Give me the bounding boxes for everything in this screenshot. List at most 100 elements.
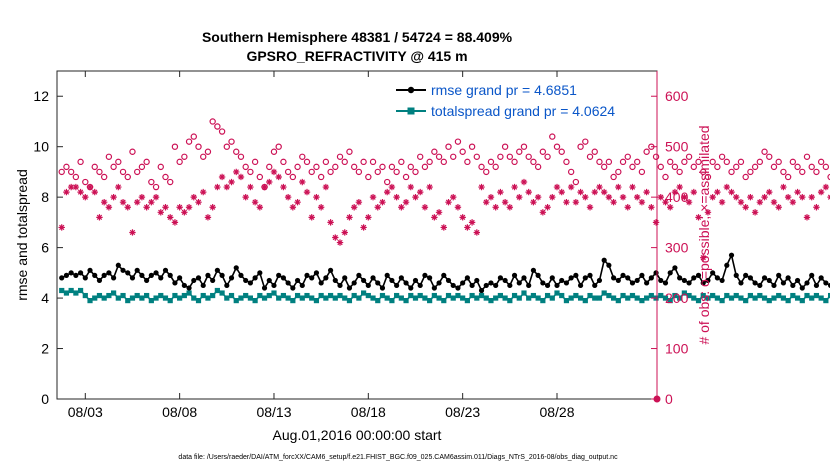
assimilated-point — [275, 173, 282, 181]
rmse-point — [134, 267, 140, 273]
possible-point — [553, 143, 561, 150]
assimilated-point — [96, 214, 103, 221]
spread-point — [544, 292, 551, 299]
rmse-point — [294, 277, 301, 284]
assimilated-point — [152, 193, 160, 201]
spread-point — [266, 292, 272, 299]
spread-point — [700, 292, 706, 299]
assimilated-point — [181, 209, 188, 216]
assimilated-point — [605, 193, 613, 201]
spread-point — [361, 290, 367, 296]
spread-point — [219, 290, 225, 296]
rmse-point — [82, 275, 88, 281]
possible-point — [91, 163, 98, 171]
rmse-point — [365, 282, 371, 289]
assimilated-point — [624, 204, 631, 211]
possible-point — [817, 158, 825, 166]
spread-point — [205, 295, 211, 301]
spread-point — [342, 295, 348, 301]
rmse-point — [827, 282, 830, 288]
spread-point — [757, 292, 763, 299]
rmse-point — [478, 287, 485, 294]
rmse-point — [653, 270, 659, 276]
rmse-point — [592, 282, 598, 289]
possible-point — [72, 173, 80, 181]
spread-point — [412, 295, 419, 301]
rmse-point — [398, 275, 404, 281]
assimilated-point — [86, 183, 94, 191]
possible-point — [143, 158, 150, 166]
rmse-point — [677, 275, 683, 281]
possible-point — [695, 158, 702, 166]
spread-point — [195, 298, 202, 304]
possible-point — [638, 168, 646, 176]
assimilated-point — [365, 214, 372, 221]
assimilated-point — [119, 199, 127, 206]
assimilated-point — [402, 199, 410, 206]
possible-point — [270, 148, 278, 155]
assimilated-point — [350, 204, 358, 211]
assimilated-point — [794, 188, 801, 196]
possible-point — [671, 163, 679, 171]
rmse-point — [172, 280, 178, 286]
spread-point — [677, 295, 683, 301]
possible-point — [544, 153, 551, 160]
possible-point — [417, 153, 424, 160]
spread-point — [59, 287, 65, 294]
spread-point — [780, 295, 787, 301]
assimilated-point — [242, 193, 249, 201]
possible-point — [714, 163, 721, 171]
possible-point — [539, 148, 547, 155]
x-tick-label: 08/08 — [162, 404, 197, 420]
rmse-point — [766, 277, 772, 284]
rmse-point — [794, 277, 801, 284]
spread-point — [766, 298, 772, 304]
assimilated-point — [383, 188, 391, 196]
spread-point — [747, 292, 753, 299]
possible-point — [822, 163, 830, 171]
spread-point — [125, 298, 131, 304]
spread-point — [582, 298, 588, 304]
possible-point — [530, 158, 537, 166]
rmse-point — [238, 272, 244, 278]
possible-point — [110, 163, 117, 171]
legend-rmse-marker — [407, 86, 415, 94]
assimilated-point — [223, 183, 231, 191]
assimilated-point — [313, 193, 320, 201]
y2-tick-label: 100 — [665, 341, 689, 357]
spread-point — [714, 295, 720, 301]
possible-point — [275, 143, 282, 150]
spread-point — [101, 295, 107, 301]
rmse-point — [686, 280, 692, 286]
possible-point — [704, 173, 712, 181]
assimilated-point — [218, 173, 226, 181]
possible-point — [747, 168, 754, 176]
spread-point — [743, 298, 749, 304]
possible-point — [115, 158, 122, 166]
possible-point — [567, 168, 575, 176]
spread-point — [422, 295, 428, 301]
possible-point — [681, 158, 688, 166]
possible-point — [200, 153, 207, 160]
assimilated-point — [237, 173, 245, 181]
possible-point — [497, 153, 504, 160]
spread-point — [181, 292, 187, 299]
rmse-point — [379, 285, 386, 291]
rmse-point — [408, 285, 414, 291]
assimilated-point — [445, 199, 452, 206]
assimilated-point — [431, 214, 438, 221]
assimilated-point — [671, 188, 679, 196]
assimilated-point — [214, 183, 221, 191]
plot-area — [56, 70, 658, 400]
rmse-point — [809, 272, 815, 278]
rmse-point — [634, 277, 640, 284]
assimilated-point — [478, 183, 485, 191]
rmse-point — [530, 267, 537, 273]
spread-point — [299, 295, 305, 301]
spread-point — [111, 290, 117, 296]
assimilated-point — [256, 204, 264, 211]
rmse-point — [511, 272, 518, 278]
legend-box — [392, 78, 646, 122]
spread-point — [577, 295, 584, 301]
